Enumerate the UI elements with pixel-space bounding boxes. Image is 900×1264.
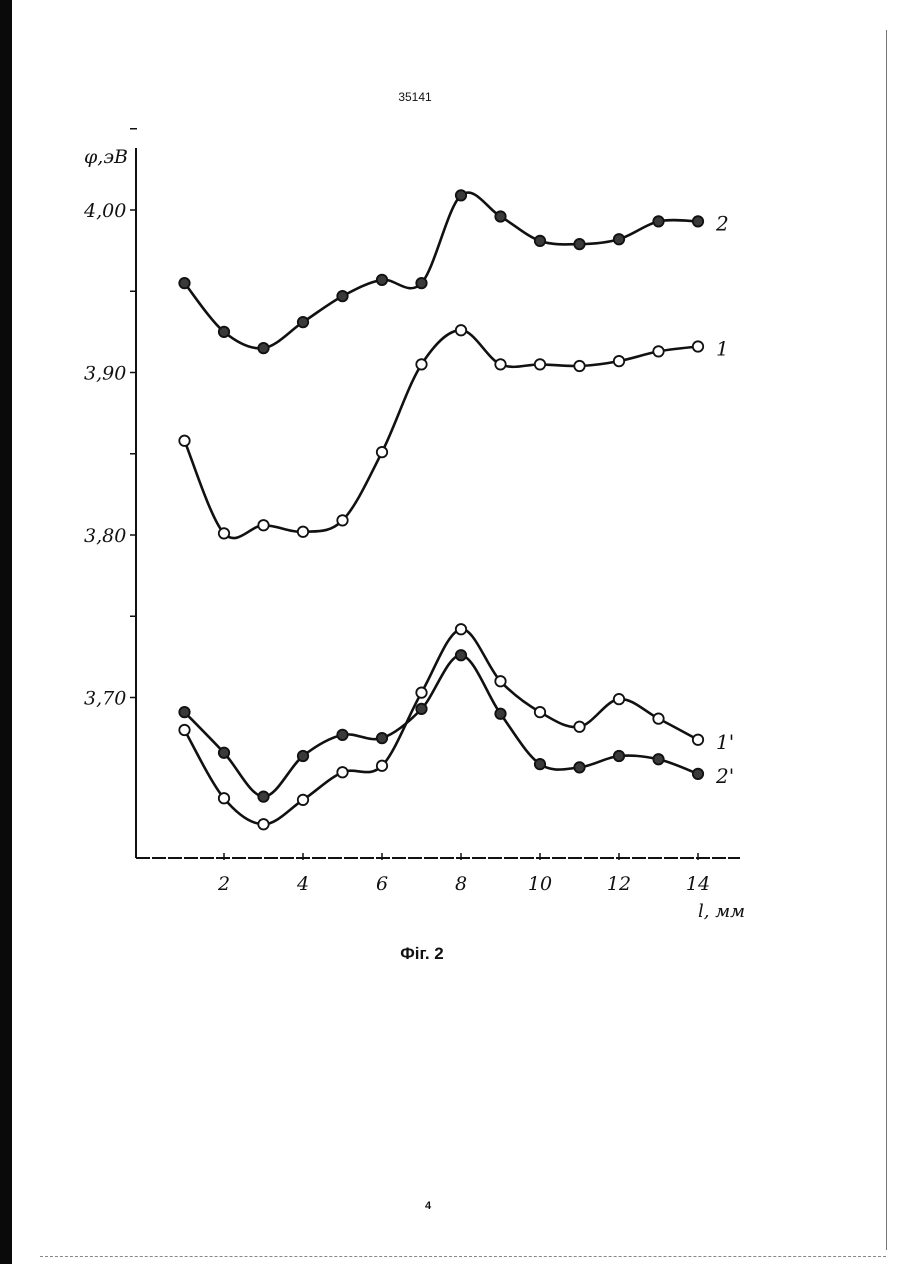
data-point	[416, 687, 426, 697]
data-point	[653, 713, 663, 723]
x-tick-label: 8	[455, 873, 467, 895]
x-tick-label: 4	[296, 873, 309, 895]
x-tick-label: 6	[376, 873, 388, 895]
data-point	[258, 520, 268, 530]
data-point	[535, 759, 545, 769]
data-point	[219, 528, 229, 538]
data-point	[416, 359, 426, 369]
data-point	[219, 327, 229, 337]
y-tick-label: 3,70	[84, 688, 126, 710]
data-point	[416, 278, 426, 288]
data-point	[298, 317, 308, 327]
data-point	[219, 793, 229, 803]
data-point	[298, 527, 308, 537]
series-label: 2	[715, 211, 729, 235]
data-point	[219, 748, 229, 758]
series-label: 1	[716, 337, 729, 361]
data-point	[377, 447, 387, 457]
data-point	[653, 346, 663, 356]
series-line	[185, 655, 699, 796]
data-point	[337, 767, 347, 777]
data-point	[495, 676, 505, 686]
data-point	[179, 436, 189, 446]
data-point	[377, 275, 387, 285]
x-tick-label: 12	[607, 873, 631, 895]
data-point	[456, 650, 466, 660]
data-point	[337, 730, 347, 740]
data-point	[298, 795, 308, 805]
data-point	[614, 356, 624, 366]
x-tick-label: 14	[686, 873, 710, 895]
data-point	[258, 791, 268, 801]
data-point	[179, 707, 189, 717]
data-point	[535, 707, 545, 717]
series-label: 1'	[716, 730, 734, 754]
x-tick-label: 10	[528, 873, 552, 895]
data-point	[693, 769, 703, 779]
data-point	[258, 343, 268, 353]
figure-caption: Фіг. 2	[0, 944, 844, 964]
page-number: 4	[0, 1200, 856, 1212]
data-point	[495, 211, 505, 221]
data-point	[574, 361, 584, 371]
data-point	[535, 236, 545, 246]
y-axis-label: φ,эВ	[84, 146, 128, 168]
data-point	[693, 341, 703, 351]
data-point	[535, 359, 545, 369]
y-tick-label: 3,80	[84, 525, 126, 547]
data-point	[614, 694, 624, 704]
data-point	[574, 762, 584, 772]
data-point	[456, 190, 466, 200]
data-point	[416, 704, 426, 714]
data-point	[495, 709, 505, 719]
data-point	[574, 722, 584, 732]
series-line	[185, 193, 699, 349]
data-point	[337, 515, 347, 525]
y-tick-label: 3,90	[84, 363, 126, 385]
data-point	[653, 216, 663, 226]
x-tick-label: 2	[217, 873, 230, 895]
data-point	[456, 624, 466, 634]
y-tick-label: 4,00	[83, 200, 126, 222]
data-point	[179, 725, 189, 735]
chart-axes: 4,003,903,803,702468101214	[83, 129, 740, 895]
data-point	[456, 325, 466, 335]
data-point	[693, 216, 703, 226]
data-point	[179, 278, 189, 288]
data-point	[337, 291, 347, 301]
data-point	[693, 735, 703, 745]
data-point	[614, 234, 624, 244]
data-point	[377, 733, 387, 743]
data-point	[574, 239, 584, 249]
data-point	[258, 819, 268, 829]
data-point	[653, 754, 663, 764]
series-label: 2'	[715, 764, 734, 788]
chart-series: 2 1 1' 2'	[179, 190, 734, 829]
data-point	[298, 751, 308, 761]
x-axis-label: l, мм	[698, 901, 745, 922]
data-point	[377, 761, 387, 771]
data-point	[614, 751, 624, 761]
data-point	[495, 359, 505, 369]
